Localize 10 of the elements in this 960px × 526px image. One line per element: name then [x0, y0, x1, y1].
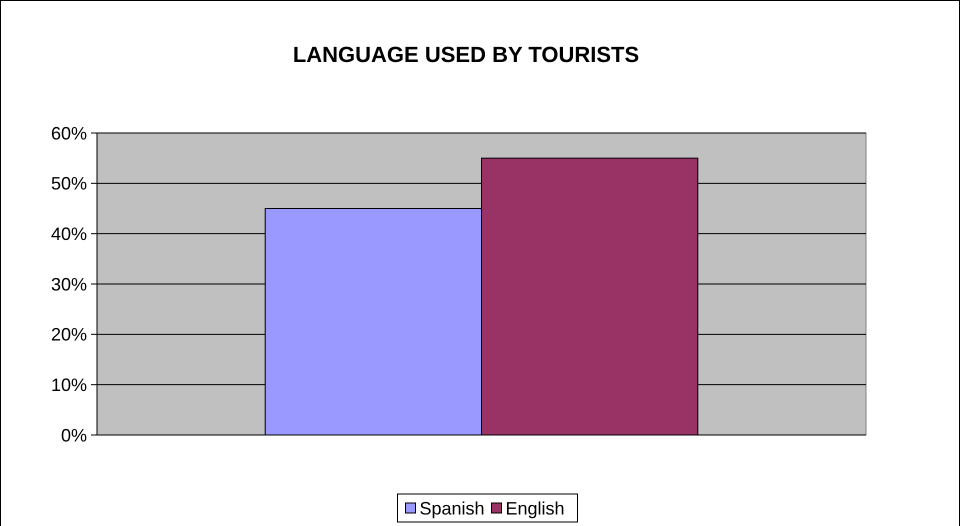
- y-tick-label: 30%: [50, 274, 87, 294]
- legend-label: English: [506, 498, 565, 518]
- chart-title: LANGUAGE USED BY TOURISTS: [292, 42, 640, 67]
- y-tick-label: 40%: [50, 224, 87, 244]
- y-tick-label: 20%: [50, 324, 87, 345]
- legend-label: Spanish: [420, 498, 485, 518]
- y-tick-label: 60%: [50, 123, 87, 144]
- y-tick-label: 10%: [50, 374, 87, 395]
- y-tick-label: 50%: [50, 174, 87, 194]
- y-tick-label: 0%: [60, 425, 87, 446]
